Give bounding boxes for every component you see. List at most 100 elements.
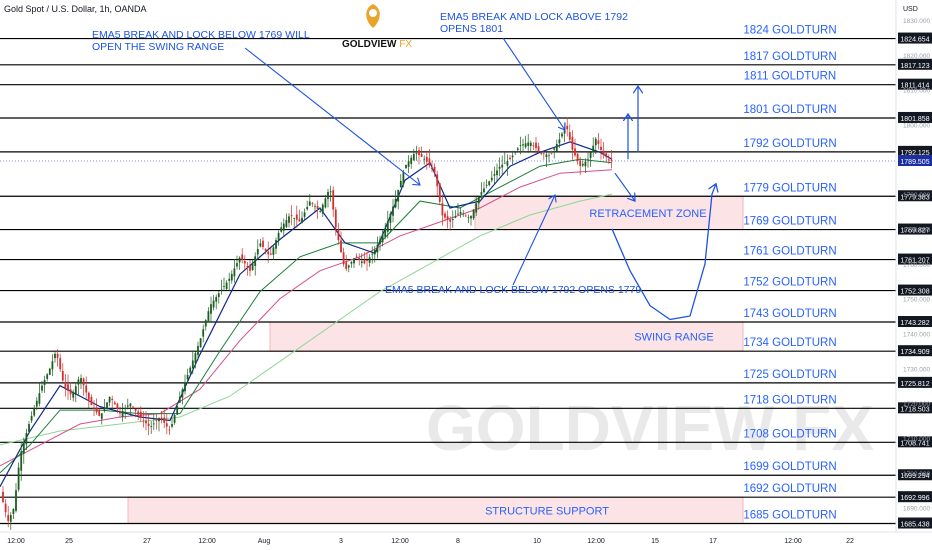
candle-body [277,232,280,240]
candle-body [412,153,415,161]
ema-fast-line [0,141,613,487]
candle-body [397,189,400,202]
candle-body [254,256,257,266]
annotation-pointer-1 [502,37,565,130]
candle-body [477,197,480,204]
candle-body [386,221,389,232]
candle-body [46,374,49,379]
candle-body [48,368,51,375]
candle-body [165,423,168,427]
candle-body [176,405,179,415]
candle-body [139,411,142,418]
level-tag-text-10: 1734.909 [900,349,929,356]
candle-body [186,374,189,380]
candle-body [373,250,376,255]
candle-body [602,150,605,155]
watermark-text: GOLDVIEW FX [426,392,874,464]
ema-layer [0,141,613,487]
candle-body [41,385,43,391]
level-tag-text-8: 1752.308 [900,289,929,296]
candle-body [451,219,454,221]
price-axis[interactable]: USD 1690.000 1700.000 1710.000 1720.000 1730… [895,0,932,532]
candle-body [574,148,576,156]
candle-body [171,424,173,427]
level-label-10: 1734 GOLDTURN [743,337,836,349]
zone-2 [127,496,744,525]
candle-body [288,216,290,223]
candle-body [514,152,517,153]
candle-body [106,402,108,408]
candle-body [132,406,134,408]
candle-body [410,157,413,164]
candle-body [555,143,558,152]
annotation-pointer-2 [512,195,555,286]
y-tick-7: 1760.000 [903,262,930,269]
candle-body [272,247,275,255]
candle-body [43,380,46,385]
zones-layer: RETRACEMENT ZONE SWING RANGE STRUCTURE SUP… [127,195,744,525]
candle-body [332,190,335,210]
candle-body [282,223,285,231]
candle-body [381,233,384,243]
candle-body [532,145,535,147]
candle-body [581,163,584,166]
level-label-7: 1761 GOLDTURN [743,246,836,258]
candle-body [95,407,98,413]
level-label-1: 1817 GOLDTURN [743,51,836,63]
candle-body [490,177,493,181]
candle-body [134,408,137,411]
candle-body [168,429,171,431]
x-tick-0: 12:00 [7,538,25,545]
y-tick-11: 1800.000 [903,122,930,129]
candle-body [568,132,571,140]
level-tag-15 [898,491,932,503]
candle-body [345,262,348,270]
level-label-16: 1685 GOLDTURN [743,510,836,522]
candle-body [449,219,452,222]
candle-body [191,360,194,369]
candle-body [267,251,270,255]
candle-body [98,410,101,416]
candle-body [405,164,407,169]
candle-body [379,239,381,245]
y-tick-3: 1720.000 [903,401,930,408]
level-tag-0 [898,32,932,44]
candle-body [392,206,394,216]
candle-body [100,413,103,419]
y-tick-13: 1820.000 [903,53,930,60]
candle-body [228,278,231,281]
candle-body [597,140,600,144]
annotation-1-line-0: EMA5 BREAK AND LOCK ABOVE 1792 [440,11,628,23]
candle-body [93,407,95,409]
y-tick-0: 1690.000 [903,506,930,513]
candle-body [12,509,15,514]
candle-body [553,148,556,150]
level-label-3: 1801 GOLDTURN [743,104,836,116]
level-tag-16 [898,517,932,529]
candle-body [550,152,553,154]
level-tag-text-3: 1801.858 [900,116,929,123]
candle-body [446,216,449,220]
candle-body [480,192,483,195]
candle-body [28,424,30,432]
candle-body [124,408,127,410]
level-label-0: 1824 GOLDTURN [743,25,836,37]
x-tick-1: 25 [65,538,73,545]
candle-body [358,257,361,260]
candle-body [54,353,56,359]
candle-body [350,261,353,264]
candle-body [163,417,166,423]
candle-body [384,228,387,237]
y-tick-6: 1750.000 [903,297,930,304]
candle-body [184,382,186,392]
time-axis[interactable]: 12:00 25 27 12:00 Aug 3 12:00 8 10 12:00 15 17 12:00… [0,531,932,545]
candle-body [111,398,114,400]
candle-body [238,257,241,263]
candle-body [280,227,283,232]
candle-body [498,166,501,169]
level-tag-text-16: 1685.438 [900,522,929,529]
level-tag-12 [898,402,932,414]
x-tick-12: 12:00 [784,538,802,545]
candle-body [423,158,426,160]
